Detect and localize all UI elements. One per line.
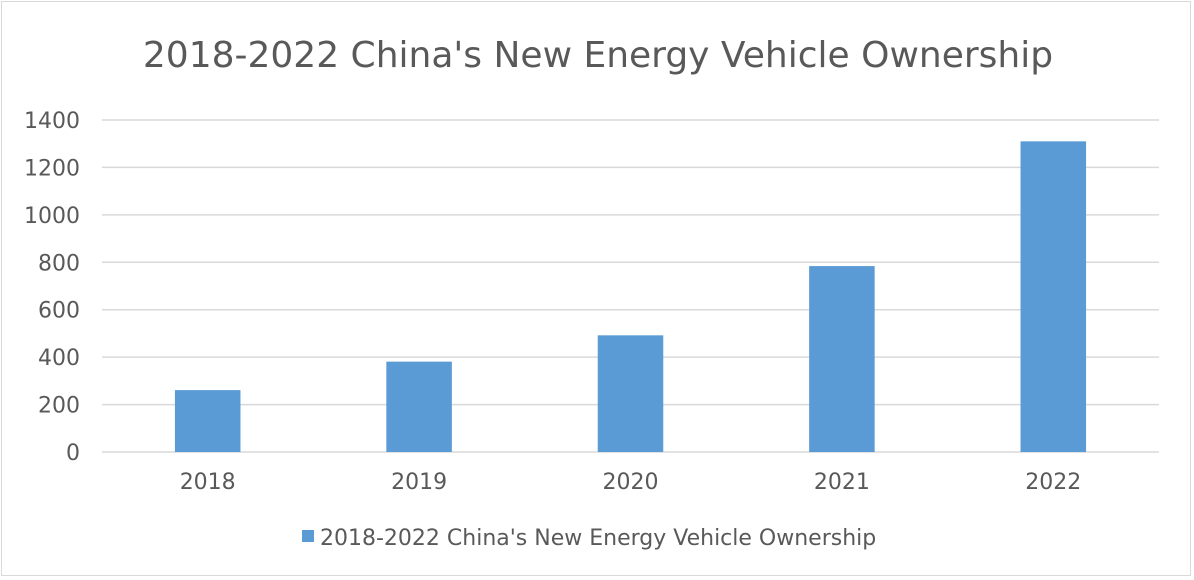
y-tick-label: 1400 bbox=[24, 109, 80, 134]
y-tick-label: 1200 bbox=[24, 156, 80, 181]
y-tick-label: 800 bbox=[38, 251, 80, 276]
x-tick-label: 2020 bbox=[603, 470, 659, 495]
chart-title: 2018-2022 China's New Energy Vehicle Own… bbox=[143, 35, 1053, 76]
bar-2019 bbox=[386, 361, 452, 452]
y-tick-label: 200 bbox=[38, 394, 80, 419]
legend-label: 2018-2022 China's New Energy Vehicle Own… bbox=[320, 526, 876, 551]
y-tick-label: 0 bbox=[66, 441, 80, 466]
bars bbox=[174, 141, 1087, 453]
y-tick-label: 400 bbox=[38, 346, 80, 371]
x-axis-ticks: 2018 2019 2020 2021 2022 bbox=[180, 470, 1082, 495]
bar-2021 bbox=[809, 266, 875, 452]
y-axis-ticks: 0 200 400 600 800 1000 1200 1400 bbox=[24, 109, 80, 466]
x-tick-label: 2018 bbox=[180, 470, 236, 495]
legend: 2018-2022 China's New Energy Vehicle Own… bbox=[302, 526, 876, 551]
y-tick-label: 600 bbox=[38, 299, 80, 324]
x-tick-label: 2019 bbox=[391, 470, 447, 495]
bar-2018 bbox=[174, 390, 241, 452]
x-tick-label: 2022 bbox=[1025, 470, 1081, 495]
x-tick-label: 2021 bbox=[814, 470, 870, 495]
bar-2022 bbox=[1020, 141, 1087, 453]
y-tick-label: 1000 bbox=[24, 204, 80, 229]
legend-swatch bbox=[302, 530, 314, 542]
bar-2020 bbox=[597, 335, 664, 452]
